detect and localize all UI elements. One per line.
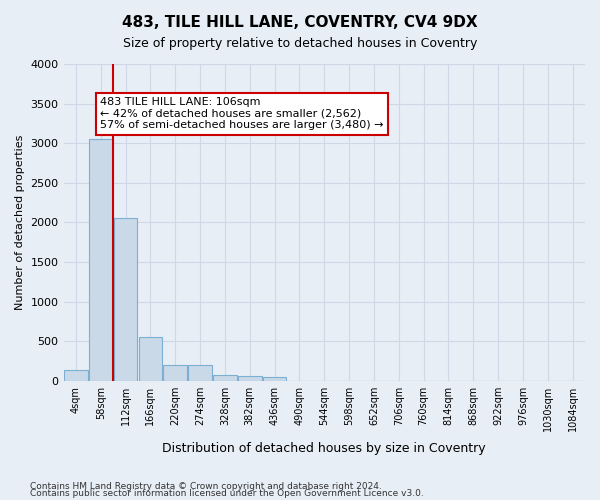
Bar xyxy=(139,337,162,381)
Bar xyxy=(89,139,113,381)
Text: 483, TILE HILL LANE, COVENTRY, CV4 9DX: 483, TILE HILL LANE, COVENTRY, CV4 9DX xyxy=(122,15,478,30)
Bar xyxy=(238,376,262,381)
Y-axis label: Number of detached properties: Number of detached properties xyxy=(15,134,25,310)
Bar xyxy=(213,375,237,381)
Bar xyxy=(188,365,212,381)
Bar xyxy=(263,377,286,381)
Bar xyxy=(114,218,137,381)
Text: Size of property relative to detached houses in Coventry: Size of property relative to detached ho… xyxy=(123,38,477,51)
X-axis label: Distribution of detached houses by size in Coventry: Distribution of detached houses by size … xyxy=(163,442,486,455)
Text: Contains HM Land Registry data © Crown copyright and database right 2024.: Contains HM Land Registry data © Crown c… xyxy=(30,482,382,491)
Text: Contains public sector information licensed under the Open Government Licence v3: Contains public sector information licen… xyxy=(30,490,424,498)
Bar xyxy=(163,365,187,381)
Text: 483 TILE HILL LANE: 106sqm
← 42% of detached houses are smaller (2,562)
57% of s: 483 TILE HILL LANE: 106sqm ← 42% of deta… xyxy=(100,98,383,130)
Bar xyxy=(64,370,88,381)
